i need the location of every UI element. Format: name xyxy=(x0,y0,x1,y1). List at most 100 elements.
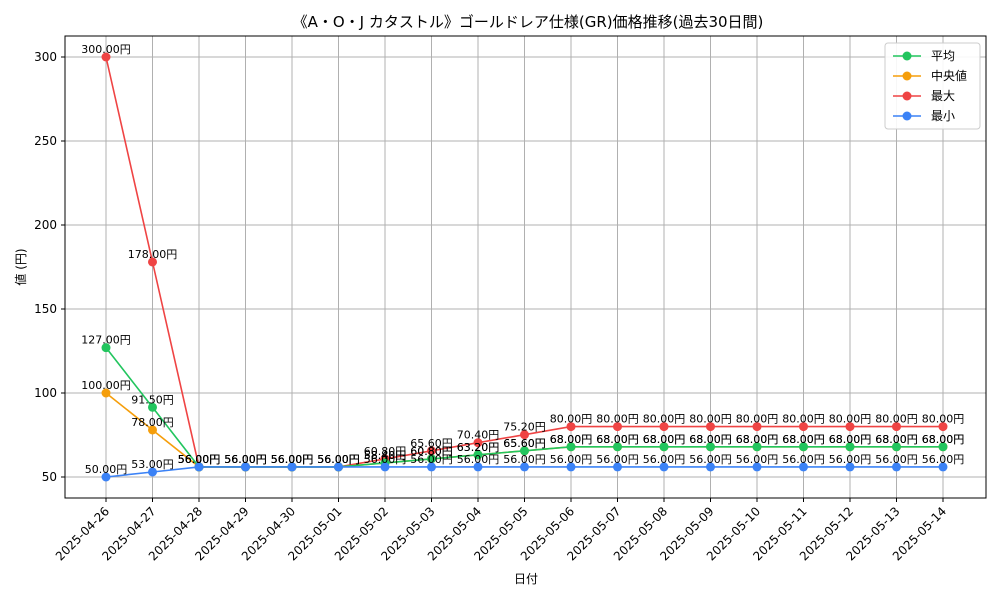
data-label: 65.60円 xyxy=(503,437,546,450)
data-label: 68.00円 xyxy=(922,433,965,446)
legend-marker xyxy=(902,51,912,61)
data-point xyxy=(101,388,111,398)
data-point xyxy=(101,343,111,353)
data-point xyxy=(148,425,157,435)
data-label: 68.00円 xyxy=(596,433,639,446)
data-label: 56.00円 xyxy=(271,453,314,466)
data-label: 75.20円 xyxy=(503,421,546,434)
data-point xyxy=(241,462,250,472)
data-point xyxy=(427,462,436,472)
data-point xyxy=(752,442,762,452)
data-label: 56.00円 xyxy=(178,453,221,466)
data-label: 80.00円 xyxy=(689,413,732,426)
data-point xyxy=(566,422,576,432)
data-label: 68.00円 xyxy=(782,433,825,446)
data-label: 80.00円 xyxy=(875,413,918,426)
data-label: 127.00円 xyxy=(81,334,131,347)
data-point xyxy=(659,442,669,452)
data-label: 65.60円 xyxy=(503,437,546,450)
data-label: 56.00円 xyxy=(736,453,779,466)
data-point xyxy=(706,422,715,432)
data-point xyxy=(938,462,948,472)
data-label: 63.20円 xyxy=(457,441,500,454)
data-label: 68.00円 xyxy=(550,433,593,446)
data-label: 68.00円 xyxy=(829,433,872,446)
data-label: 58.40円 xyxy=(364,449,407,462)
data-point xyxy=(892,462,901,472)
data-label: 56.00円 xyxy=(178,453,221,466)
data-label: 68.00円 xyxy=(875,433,918,446)
data-label: 68.00円 xyxy=(643,433,686,446)
data-label: 78.00円 xyxy=(131,416,174,429)
data-point xyxy=(845,462,855,472)
y-tick-label: 50 xyxy=(42,470,57,484)
data-label: 80.00円 xyxy=(829,413,872,426)
data-label: 68.00円 xyxy=(736,433,779,446)
data-label: 80.00円 xyxy=(736,413,779,426)
data-label: 68.00円 xyxy=(782,433,825,446)
y-tick-label: 150 xyxy=(34,302,57,316)
data-point xyxy=(380,462,390,472)
data-label: 80.00円 xyxy=(596,413,639,426)
data-point xyxy=(613,442,622,452)
data-point xyxy=(613,422,622,432)
data-label: 80.00円 xyxy=(922,413,965,426)
data-point xyxy=(706,462,715,472)
data-point xyxy=(334,462,343,472)
data-label: 56.00円 xyxy=(596,453,639,466)
data-point xyxy=(938,442,948,452)
legend-marker xyxy=(902,71,912,81)
data-point xyxy=(101,52,111,62)
data-label: 56.00円 xyxy=(178,453,221,466)
legend-label: 最小 xyxy=(931,109,955,123)
data-point xyxy=(892,422,901,432)
plot-frame xyxy=(64,35,987,499)
data-label: 56.00円 xyxy=(271,453,314,466)
data-label: 68.00円 xyxy=(689,433,732,446)
data-label: 56.00円 xyxy=(829,453,872,466)
data-label: 60.80円 xyxy=(364,445,407,458)
data-point xyxy=(752,422,762,432)
data-label: 56.00円 xyxy=(271,453,314,466)
x-axis: 2025-04-262025-04-272025-04-282025-04-29… xyxy=(53,498,949,563)
data-label: 56.00円 xyxy=(364,453,407,466)
data-point xyxy=(799,462,808,472)
data-point xyxy=(520,462,529,472)
data-point xyxy=(799,442,808,452)
data-label: 56.00円 xyxy=(922,453,965,466)
data-point xyxy=(613,462,622,472)
data-point xyxy=(706,442,715,452)
data-point xyxy=(148,402,157,412)
data-point xyxy=(845,422,855,432)
data-point xyxy=(473,462,483,472)
data-point xyxy=(287,462,297,472)
data-label: 56.00円 xyxy=(317,453,360,466)
series-layer xyxy=(101,52,948,482)
chart-title: 《A・O・J カタストル》ゴールドレア仕様(GR)価格推移(過去30日間) xyxy=(293,13,764,31)
data-label: 56.00円 xyxy=(271,453,314,466)
data-point xyxy=(427,446,436,456)
data-label: 60.80円 xyxy=(410,445,453,458)
y-tick-label: 300 xyxy=(34,50,57,64)
data-label: 56.00円 xyxy=(410,453,453,466)
data-point xyxy=(148,257,157,267)
legend-label: 中央値 xyxy=(931,68,967,83)
x-axis-label: 日付 xyxy=(514,572,538,586)
data-label: 56.00円 xyxy=(178,453,221,466)
data-label: 68.00円 xyxy=(829,433,872,446)
data-label: 53.00円 xyxy=(131,458,174,471)
data-label: 56.00円 xyxy=(782,453,825,466)
data-point xyxy=(520,430,529,440)
y-tick-label: 200 xyxy=(34,218,57,232)
data-label: 63.20円 xyxy=(457,441,500,454)
data-point xyxy=(799,422,808,432)
data-label: 68.00円 xyxy=(736,433,779,446)
data-label: 60.80円 xyxy=(410,445,453,458)
data-label: 80.00円 xyxy=(643,413,686,426)
data-point xyxy=(194,462,204,472)
legend-label: 最大 xyxy=(931,89,955,103)
data-label: 68.00円 xyxy=(550,433,593,446)
data-point xyxy=(938,422,948,432)
